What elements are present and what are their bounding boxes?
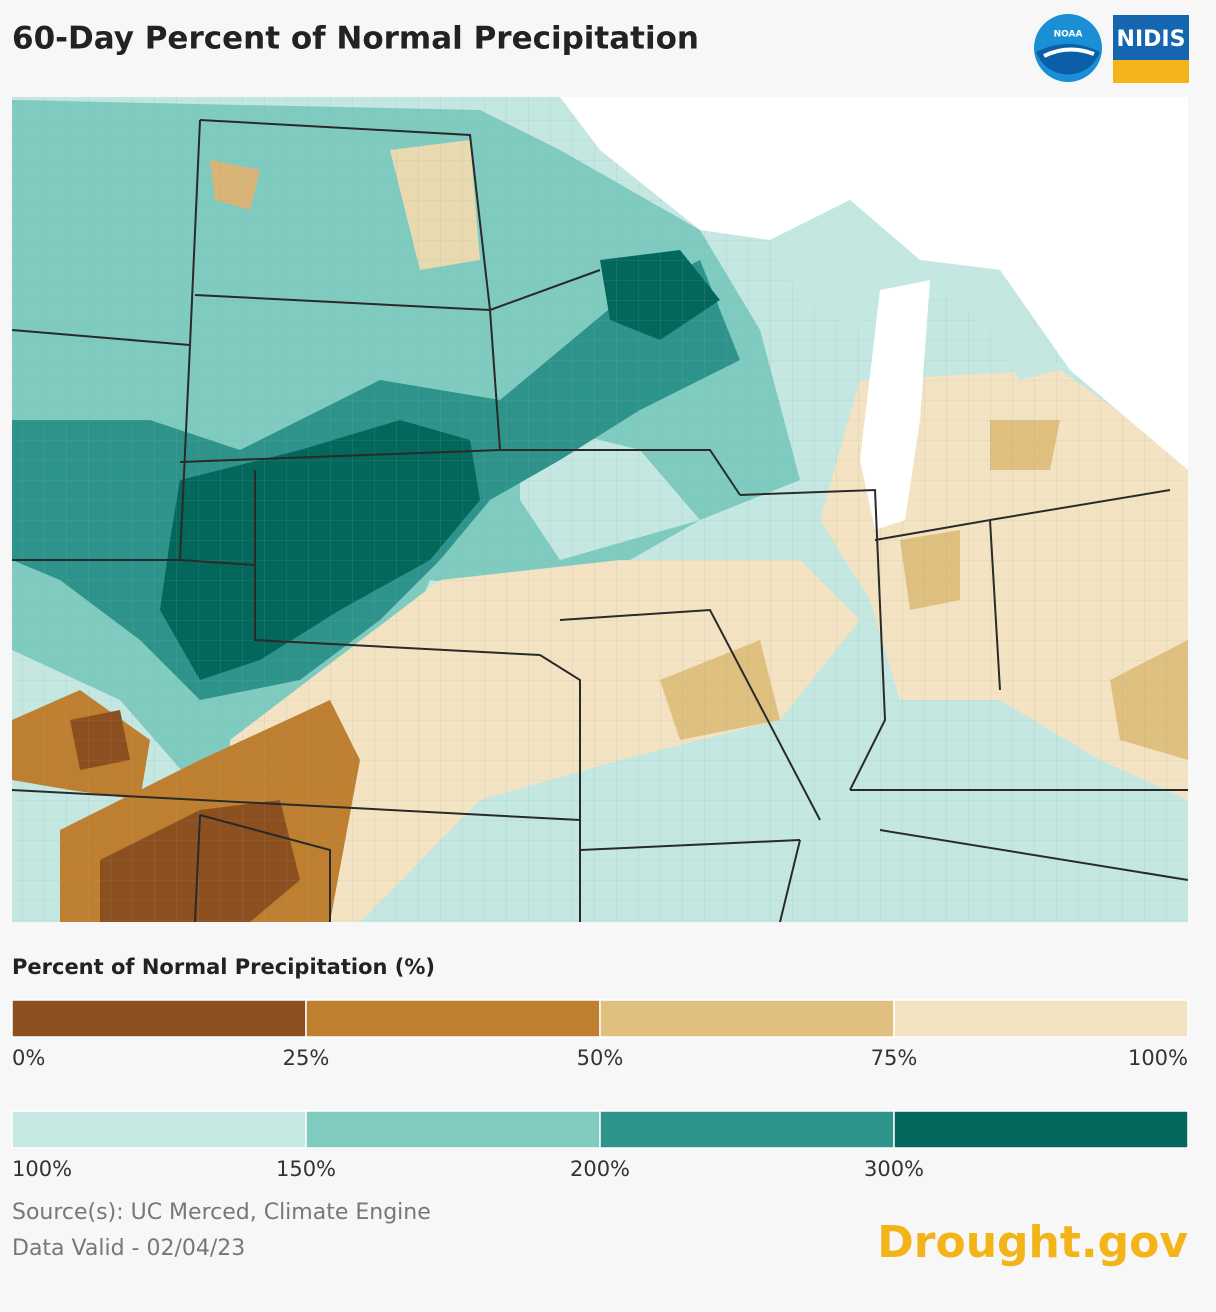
legend-swatch <box>893 1110 1189 1149</box>
legend-swatch <box>11 1110 307 1149</box>
legend-tick-label: 150% <box>276 1157 336 1181</box>
legend-swatch <box>305 1110 601 1149</box>
legend-tick-label: 75% <box>871 1046 918 1070</box>
source-note: Source(s): UC Merced, Climate Engine <box>12 1200 431 1225</box>
legend-tick-label: 200% <box>570 1157 630 1181</box>
legend-title: Percent of Normal Precipitation (%) <box>12 955 435 979</box>
legend-tick-label: 50% <box>577 1046 624 1070</box>
date-note: Data Valid - 02/04/23 <box>12 1236 245 1261</box>
precip-map <box>12 97 1188 922</box>
legend-swatch <box>599 999 895 1038</box>
legend: 0% 25% 50% 75% 100% 100% 150% 200% 300% <box>11 999 1189 1181</box>
legend-tick-label: 100% <box>1128 1046 1188 1070</box>
legend-swatch <box>893 999 1189 1038</box>
noaa-label: NOAA <box>1054 30 1083 40</box>
legend-swatch <box>599 1110 895 1149</box>
nidis-logo: NIDIS <box>1113 15 1189 83</box>
legend-tick-label: 300% <box>864 1157 924 1181</box>
legend-tick-label: 25% <box>283 1046 330 1070</box>
nidis-label: NIDIS <box>1117 27 1186 52</box>
legend-tick-label: 0% <box>12 1046 45 1070</box>
legend-swatch <box>11 999 307 1038</box>
legend-swatch <box>305 999 601 1038</box>
noaa-logo: NOAA <box>1034 14 1102 82</box>
legend-tick-label: 100% <box>12 1157 72 1181</box>
brand: Drought.gov <box>877 1217 1188 1268</box>
title: 60-Day Percent of Normal Precipitation <box>12 21 699 57</box>
